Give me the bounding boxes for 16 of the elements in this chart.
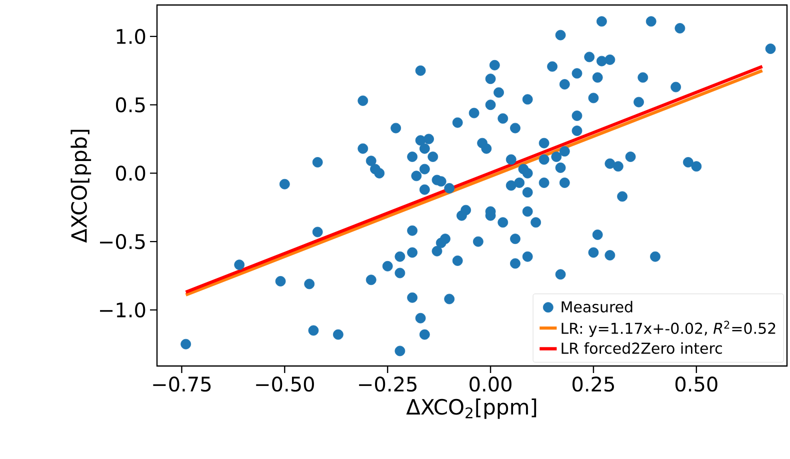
y-tick-label: 1.0 — [116, 28, 146, 44]
x-tick-label: −0.25 — [359, 376, 416, 392]
y-tick-label: 0.5 — [116, 97, 145, 112]
y-tick-label: 0.0 — [116, 166, 146, 181]
x-tick-label: 0.00 — [470, 376, 512, 392]
x-tick-label: 0.25 — [572, 376, 614, 392]
y-tick-label: −1.0 — [100, 302, 146, 318]
x-tick-label: −0.50 — [256, 376, 314, 392]
legend-label: LR: y=1.17x+-0.02, R$^{2}$=0.52 — [562, 320, 776, 337]
x-axis-title: ΔXCO$_{2}$[ppm] — [406, 398, 536, 419]
x-tick-label: −0.75 — [153, 376, 211, 392]
legend-label: LR forced2Zero interc — [562, 342, 722, 354]
y-tick-label: −0.5 — [100, 234, 145, 250]
legend-label: Measured — [562, 300, 632, 312]
y-axis-title: ΔXCO[ppb] — [70, 130, 92, 243]
x-tick-label: 0.50 — [675, 376, 718, 392]
